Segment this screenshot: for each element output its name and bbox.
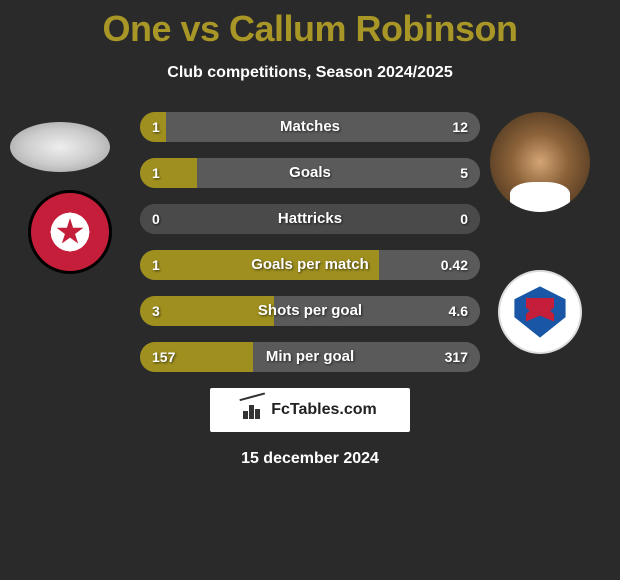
page-title: One vs Callum Robinson bbox=[0, 0, 620, 50]
club-badge-left bbox=[28, 190, 112, 274]
stat-label: Hattricks bbox=[140, 204, 480, 234]
club-badge-right bbox=[498, 270, 582, 354]
stat-row: 34.6Shots per goal bbox=[140, 296, 480, 326]
player-right-avatar bbox=[490, 112, 590, 212]
stat-bars: 112Matches 15Goals 00Hattricks 10.42Goals p… bbox=[140, 112, 480, 372]
stat-label: Min per goal bbox=[140, 342, 480, 372]
stat-label: Shots per goal bbox=[140, 296, 480, 326]
chart-icon bbox=[243, 401, 265, 419]
stat-row: 00Hattricks bbox=[140, 204, 480, 234]
date-label: 15 december 2024 bbox=[0, 450, 620, 468]
player-left-avatar bbox=[10, 122, 110, 172]
brand-text: FcTables.com bbox=[271, 401, 377, 419]
stat-row: 10.42Goals per match bbox=[140, 250, 480, 280]
stat-label: Goals per match bbox=[140, 250, 480, 280]
stat-label: Goals bbox=[140, 158, 480, 188]
stat-row: 157317Min per goal bbox=[140, 342, 480, 372]
subtitle: Club competitions, Season 2024/2025 bbox=[0, 64, 620, 82]
brand-watermark: FcTables.com bbox=[210, 388, 410, 432]
stat-row: 15Goals bbox=[140, 158, 480, 188]
comparison-area: 112Matches 15Goals 00Hattricks 10.42Goals p… bbox=[0, 112, 620, 372]
stat-label: Matches bbox=[140, 112, 480, 142]
stat-row: 112Matches bbox=[140, 112, 480, 142]
